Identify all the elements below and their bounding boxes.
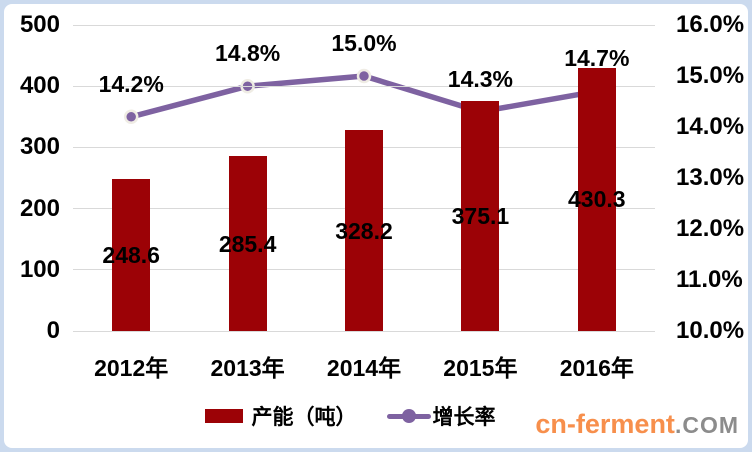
x-axis-label: 2016年: [559, 355, 634, 381]
line-marker: [356, 68, 372, 84]
right-axis-tick: 13.0%: [676, 164, 745, 191]
gridline: [73, 85, 655, 87]
watermark: cn-ferment.COM: [535, 409, 739, 440]
x-axis-label: 2012年: [94, 355, 169, 381]
bar-series-swatch: [204, 409, 243, 423]
line-point-label: 14.3%: [447, 65, 513, 92]
capacity-bar: [577, 67, 616, 331]
left-axis-tick: 0: [46, 317, 60, 344]
capacity-bar: [228, 156, 267, 331]
x-axis-label: 2015年: [443, 355, 518, 381]
line-point-label: 14.8%: [214, 40, 281, 67]
left-axis-tick: 200: [19, 194, 60, 222]
legend: 产能（吨） 增长率: [0, 401, 700, 431]
capacity-bar: [112, 178, 151, 331]
right-axis-tick: 11.0%: [676, 266, 743, 293]
watermark-brand: cn-ferment: [535, 409, 675, 439]
legend-item-capacity: 产能（吨）: [204, 401, 357, 431]
bar-value-label: 285.4: [218, 230, 277, 257]
line-point-label: 15.0%: [331, 30, 397, 56]
bar-value-label: 430.3: [568, 186, 626, 213]
capacity-bar: [461, 101, 500, 331]
line-series-swatch: [386, 408, 431, 424]
right-axis-tick: 15.0%: [676, 62, 745, 89]
line-point-label: 14.2%: [98, 70, 164, 97]
right-axis-tick: 14.0%: [676, 113, 745, 140]
bar-value-label: 248.6: [102, 241, 160, 268]
line-series-label: 增长率: [432, 406, 496, 429]
left-axis-tick: 500: [19, 11, 60, 38]
right-axis-tick: 12.0%: [676, 215, 745, 242]
capacity-bar: [345, 130, 383, 331]
watermark-tld: .COM: [674, 412, 739, 438]
line-marker-dot: [401, 409, 416, 423]
line-marker: [123, 109, 139, 125]
gridline: [73, 24, 655, 26]
bar-series-label: 产能（吨）: [251, 406, 357, 429]
bar-value-label: 328.2: [335, 217, 393, 244]
x-axis-label: 2014年: [326, 355, 402, 381]
legend-item-growth-rate: 增长率: [386, 401, 496, 431]
left-axis-tick: 400: [19, 72, 60, 100]
line-point-label: 14.7%: [564, 45, 630, 72]
right-axis-tick: 10.0%: [676, 317, 745, 344]
bar-value-label: 375.1: [451, 203, 510, 230]
left-axis-tick: 100: [19, 255, 60, 283]
left-axis-tick: 300: [19, 133, 60, 161]
gridline: [73, 330, 655, 332]
x-axis-label: 2013年: [210, 355, 285, 381]
right-axis-tick: 16.0%: [676, 11, 745, 38]
